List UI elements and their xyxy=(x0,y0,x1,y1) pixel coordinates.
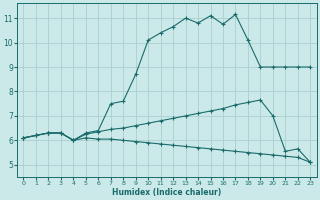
X-axis label: Humidex (Indice chaleur): Humidex (Indice chaleur) xyxy=(112,188,221,197)
